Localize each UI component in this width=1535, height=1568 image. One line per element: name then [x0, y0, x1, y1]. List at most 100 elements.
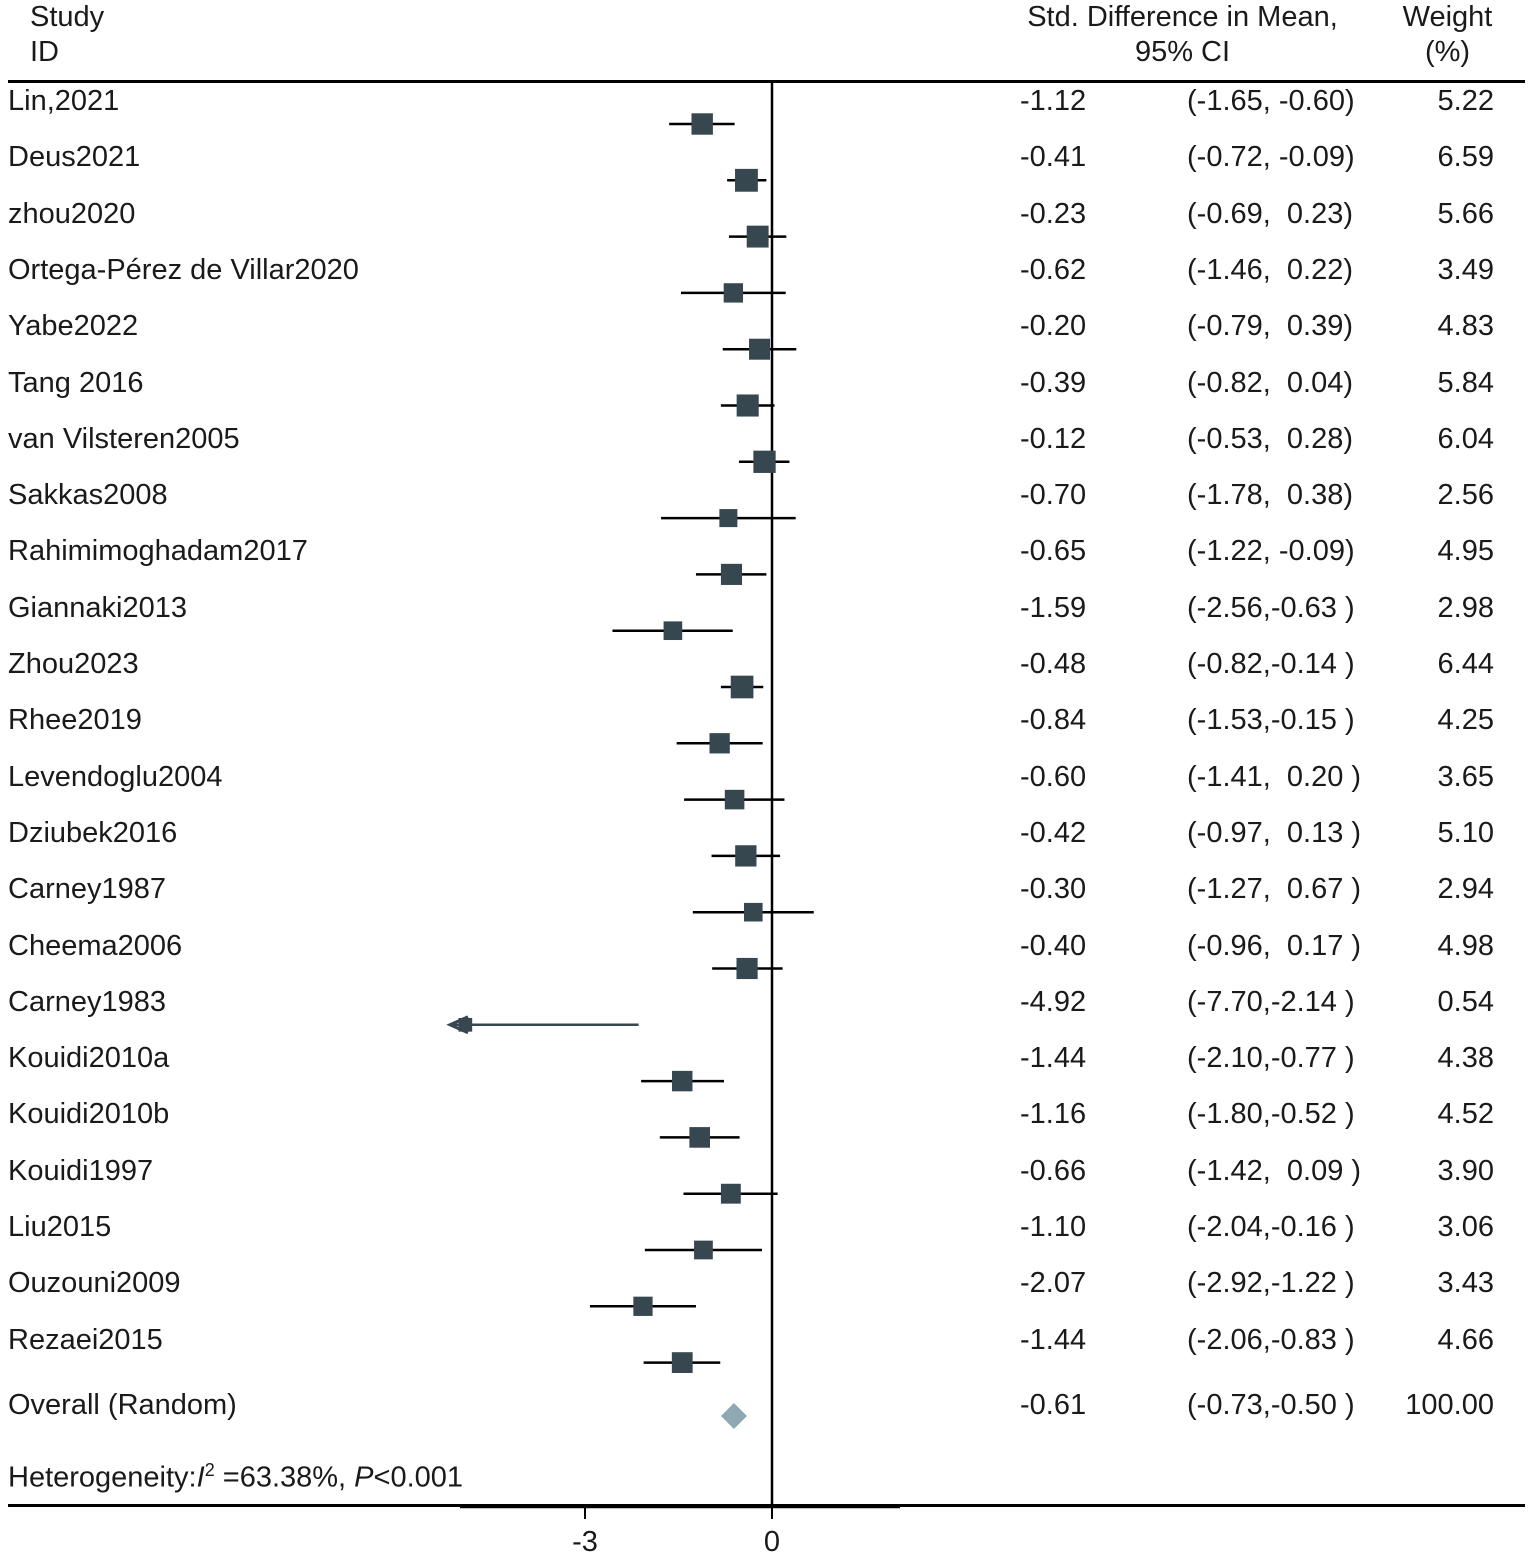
study-header-line2: ID [30, 36, 59, 68]
study-marker [671, 1352, 693, 1373]
confidence-interval: (-1.80,-0.52 ) [1187, 1098, 1355, 1131]
study-name: Liu2015 [8, 1211, 112, 1243]
study-name: Sakkas2008 [8, 479, 168, 512]
study-marker [749, 338, 771, 360]
study-name: Dziubek2016 [8, 816, 178, 849]
effect-estimate: -0.70 [1020, 479, 1087, 512]
effect-estimate: -0.65 [1020, 535, 1087, 568]
study-name: Rahimimoghadam2017 [8, 535, 308, 568]
study-name: zhou2020 [8, 197, 136, 230]
effect-estimate: -0.84 [1020, 704, 1087, 737]
effect-column-header: Std. Difference in Mean, 95% CI [1010, 0, 1355, 70]
confidence-interval: (-0.53, 0.28) [1187, 422, 1354, 455]
study-weight: 4.52 [1437, 1098, 1494, 1131]
study-weight: 5.66 [1437, 197, 1494, 230]
effect-estimate: -0.20 [1020, 310, 1087, 343]
study-marker [709, 733, 730, 754]
study-name: Kouidi1997 [8, 1154, 154, 1187]
study-marker [458, 1017, 473, 1032]
effect-header-line2: 95% CI [1134, 36, 1231, 68]
effect-estimate: -0.42 [1020, 816, 1087, 849]
study-name: Deus2021 [8, 141, 141, 174]
confidence-interval: (-1.65, -0.60) [1187, 85, 1355, 117]
study-weight: 5.10 [1437, 816, 1494, 849]
study-marker [744, 902, 763, 922]
confidence-interval: (-0.96, 0.17 ) [1187, 929, 1362, 962]
confidence-interval: (-1.78, 0.38) [1187, 479, 1354, 512]
study-name: Tang 2016 [8, 366, 144, 399]
study-weight: 6.04 [1437, 422, 1494, 455]
study-weight: 2.98 [1437, 591, 1494, 624]
confidence-interval: (-2.04,-0.16 ) [1187, 1211, 1355, 1243]
study-weight: 4.66 [1437, 1323, 1494, 1356]
study-weight: 5.84 [1437, 366, 1494, 399]
study-marker [730, 675, 754, 699]
confidence-interval: (-2.56,-0.63 ) [1187, 591, 1355, 624]
effect-estimate: -0.66 [1020, 1154, 1087, 1187]
confidence-interval: (-7.70,-2.14 ) [1187, 985, 1355, 1018]
study-name: Ouzouni2009 [8, 1267, 181, 1300]
header-rule [8, 80, 1525, 83]
effect-estimate: -0.41 [1020, 141, 1087, 174]
weight-header-line1: Weight [1402, 1, 1493, 33]
study-marker [735, 168, 758, 192]
effect-estimate: -1.44 [1020, 1323, 1087, 1356]
study-marker [691, 113, 713, 135]
confidence-interval: (-0.82,-0.14 ) [1187, 648, 1355, 680]
confidence-interval: (-1.46, 0.22) [1187, 253, 1354, 286]
study-name: Lin,2021 [8, 85, 120, 117]
study-weight: 3.90 [1437, 1154, 1494, 1187]
x-tick-label: -3 [572, 1526, 598, 1558]
study-weight: 4.38 [1437, 1042, 1494, 1075]
overall-weight: 100.00 [1405, 1389, 1494, 1421]
study-weight: 3.65 [1437, 760, 1494, 793]
confidence-interval: (-1.27, 0.67 ) [1187, 873, 1362, 906]
study-marker [663, 621, 683, 641]
study-marker [689, 1127, 711, 1148]
effect-estimate: -1.12 [1020, 85, 1087, 117]
effect-estimate: -0.23 [1020, 197, 1087, 230]
study-name: Rezaei2015 [8, 1323, 163, 1356]
study-weight: 4.98 [1437, 929, 1494, 962]
p-symbol: P [354, 1461, 374, 1494]
study-column-header: Study ID [30, 0, 104, 70]
study-name: Cheema2006 [8, 929, 183, 962]
confidence-interval: (-0.97, 0.13 ) [1187, 816, 1362, 849]
study-weight: 6.44 [1437, 648, 1494, 680]
effect-estimate: -4.92 [1020, 985, 1087, 1018]
effect-estimate: -0.48 [1020, 648, 1087, 680]
study-marker [633, 1296, 653, 1316]
study-marker [746, 225, 769, 248]
confidence-interval: (-2.10,-0.77 ) [1187, 1042, 1355, 1075]
study-name: Zhou2023 [8, 648, 139, 680]
effect-estimate: -1.16 [1020, 1098, 1087, 1131]
effect-estimate: -1.59 [1020, 591, 1087, 624]
overall-diamond [720, 1403, 747, 1429]
confidence-interval: (-0.82, 0.04) [1187, 366, 1354, 399]
study-name: van Vilsteren2005 [8, 422, 240, 455]
study-marker [720, 563, 743, 585]
weight-column-header: Weight (%) [1385, 0, 1510, 70]
effect-estimate: -0.62 [1020, 253, 1087, 286]
study-weight: 0.54 [1437, 985, 1494, 1018]
study-name: Levendoglu2004 [8, 760, 223, 793]
study-weight: 5.22 [1437, 85, 1494, 117]
study-weight: 4.95 [1437, 535, 1494, 568]
confidence-interval: (-0.69, 0.23) [1187, 197, 1354, 230]
study-marker [735, 845, 757, 867]
study-name: Carney1983 [8, 985, 166, 1018]
study-name: Yabe2022 [8, 310, 139, 343]
confidence-interval: (-2.06,-0.83 ) [1187, 1323, 1355, 1356]
confidence-interval: (-0.79, 0.39) [1187, 310, 1354, 343]
study-marker [736, 957, 758, 980]
i2-value: =63.38%, [214, 1461, 355, 1494]
study-marker [724, 789, 745, 810]
overall-ci: (-0.73,-0.50 ) [1187, 1389, 1355, 1421]
effect-estimate: -0.60 [1020, 760, 1087, 793]
confidence-interval: (-1.53,-0.15 ) [1187, 704, 1355, 737]
study-weight: 2.56 [1437, 479, 1494, 512]
study-weight: 2.94 [1437, 873, 1494, 906]
heterogeneity-prefix: Heterogeneity: [8, 1461, 197, 1494]
study-weight: 3.06 [1437, 1211, 1494, 1243]
